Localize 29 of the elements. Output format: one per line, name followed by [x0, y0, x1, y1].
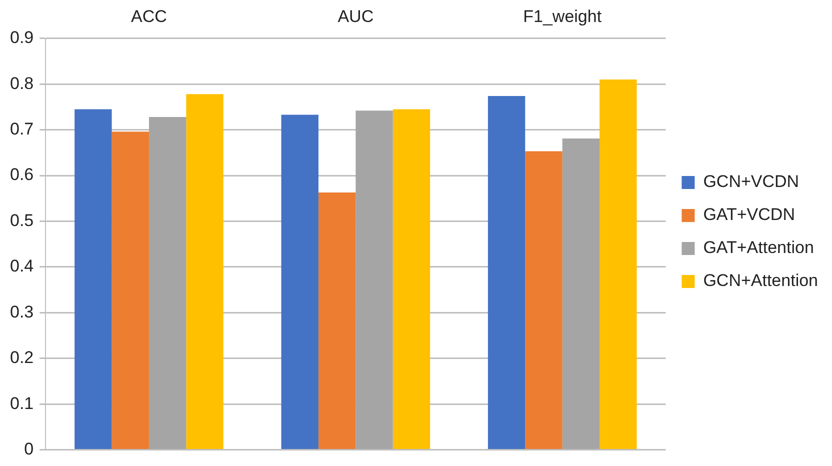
x-tick-label: AUC	[338, 6, 374, 26]
legend-label: GAT+Attention	[703, 238, 814, 258]
bar	[74, 109, 112, 450]
y-tick-label: 0.4	[10, 256, 34, 276]
y-tick-label: 0.1	[10, 394, 34, 413]
y-tick-label: 0.3	[10, 302, 34, 322]
bar	[600, 80, 637, 450]
bar	[392, 109, 430, 450]
bar	[356, 110, 393, 450]
bar	[562, 138, 600, 450]
y-tick-label: 0	[24, 439, 34, 458]
bar	[525, 151, 562, 450]
bar	[186, 94, 224, 450]
x-tick-label: F1_weight	[523, 6, 602, 26]
y-tick-label: 0.5	[10, 210, 34, 230]
y-tick-label: 0.6	[10, 165, 34, 184]
bar	[281, 114, 318, 450]
y-tick-label: 0.7	[10, 120, 34, 139]
bar	[112, 132, 149, 450]
y-tick-label: 0.9	[10, 28, 34, 48]
legend-label: GAT+VCDN	[703, 205, 795, 224]
bar	[148, 117, 186, 450]
bar	[318, 192, 356, 450]
x-tick-label: ACC	[131, 6, 167, 26]
bar	[488, 96, 526, 450]
legend-label: GCN+Attention	[703, 271, 818, 290]
y-tick-label: 0.2	[10, 348, 34, 368]
y-tick-label: 0.8	[10, 74, 34, 93]
legend-label: GCN+VCDN	[703, 172, 800, 192]
